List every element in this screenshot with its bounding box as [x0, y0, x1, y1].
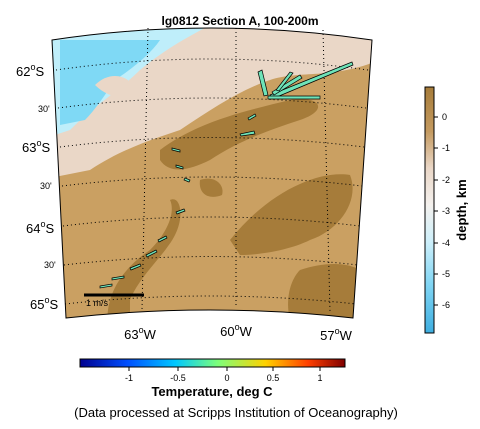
current-vector [129, 263, 142, 271]
depth-tick-label: 0 [442, 112, 447, 122]
latitude-labels: 62oS 30' 63oS 30' 64oS 30' 65oS [16, 62, 58, 312]
depth-colorbar: 0 -1 -2 -3 -4 -5 -6 depth, km [424, 86, 469, 334]
map-frame [51, 27, 373, 319]
temperature-tick-label: -1 [125, 373, 133, 383]
depth-colorbar-label: depth, km [454, 179, 469, 240]
lat-label-65: 65oS [30, 295, 58, 312]
seamount [95, 75, 135, 97]
current-vectors [99, 61, 354, 289]
gridline-lat-62-30 [57, 97, 367, 109]
current-vector [239, 130, 256, 137]
depth-tick-label: -1 [442, 143, 450, 153]
depth-tick-label: -4 [442, 238, 450, 248]
lat-label-62: 62oS [16, 62, 44, 79]
land-southeast [288, 264, 370, 318]
depth-tick-label: -3 [442, 206, 450, 216]
longitude-labels: 63oW 60oW 57oW [124, 322, 352, 343]
land-peninsula [107, 199, 181, 318]
scale-label: 1 m/s [86, 298, 109, 308]
graticule [55, 24, 369, 313]
current-vector [171, 147, 181, 153]
current-vector [99, 283, 113, 289]
depth-colorbar-tickmarks [434, 116, 438, 306]
depth-tick-label: -6 [442, 300, 450, 310]
lon-label-57: 57oW [320, 326, 352, 343]
map-title: lg0812 Section A, 100-200m [162, 14, 319, 28]
land-island [230, 174, 353, 255]
gridline-lat-63 [59, 137, 365, 148]
lat-label-64-30: 30' [44, 260, 56, 270]
lat-label-63-30: 30' [40, 181, 52, 191]
temperature-colorbar-tickmarks [128, 367, 321, 371]
lon-label-60: 60oW [220, 322, 252, 339]
current-vector [257, 69, 269, 97]
current-vector [175, 164, 184, 170]
current-vector [247, 113, 257, 121]
temperature-tick-label: 0 [224, 373, 229, 383]
temperature-tick-label: -0.5 [170, 373, 186, 383]
gridline-lat-64 [62, 216, 361, 227]
temperature-tick-label: 0.5 [267, 373, 280, 383]
temperature-colorbar-scale [79, 358, 346, 368]
current-vector [275, 71, 294, 92]
attribution-footer: (Data processed at Scripps Institution o… [74, 405, 398, 420]
current-vector [145, 249, 158, 258]
land-islet [199, 178, 223, 197]
depth-colorbar-scale [424, 86, 435, 334]
current-vector [157, 235, 168, 243]
depth-tick-label: -2 [442, 175, 450, 185]
temperature-colorbar-label: Temperature, deg C [151, 384, 273, 399]
lat-label-62-30: 30' [38, 104, 50, 114]
lon-label-63: 63oW [124, 325, 156, 342]
current-vector [267, 95, 321, 100]
depth-tick-label: -5 [442, 269, 450, 279]
temperature-tick-label: 1 [317, 373, 322, 383]
lat-label-64: 64oS [26, 219, 54, 236]
lat-label-63: 63oS [22, 138, 50, 155]
gridline-lat-64-30 [63, 256, 359, 266]
current-vector [175, 208, 186, 215]
gridline-lat-62 [55, 58, 369, 71]
land-ridge [160, 99, 319, 170]
current-vector [183, 177, 191, 183]
current-vector [111, 275, 125, 281]
temperature-colorbar: -1 -0.5 0 0.5 1 Temperature, deg C [79, 358, 346, 399]
